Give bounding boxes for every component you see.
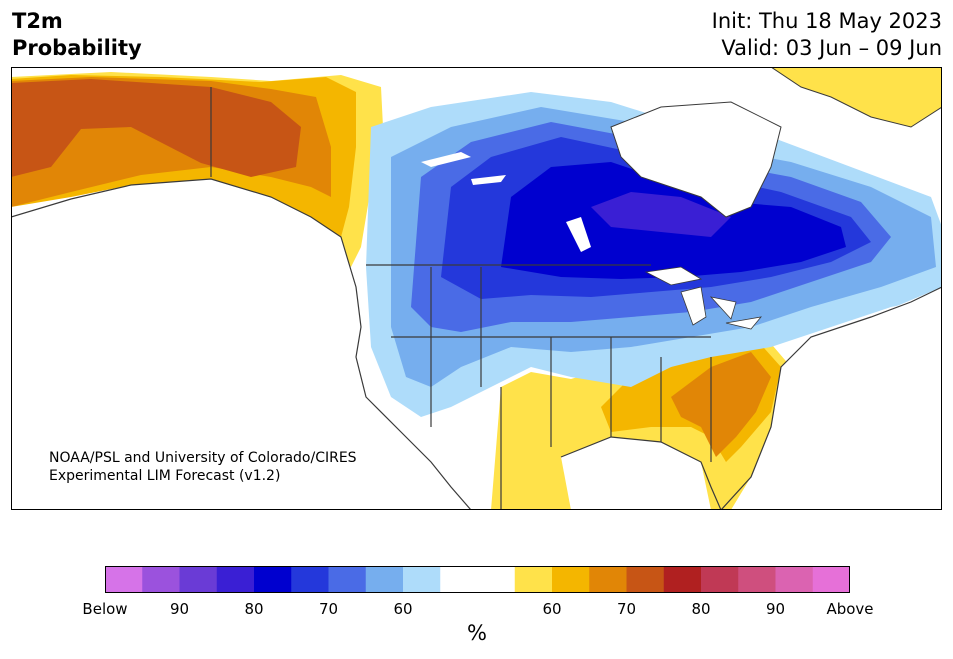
credit-line-2: Experimental LIM Forecast (v1.2) (49, 468, 281, 484)
plot-title: T2m Probability (12, 8, 142, 62)
colorbar-tick-label: 90 (169, 600, 190, 618)
colorbar-tick-label: 90 (765, 600, 786, 618)
colorbar-segment (626, 566, 665, 593)
valid-date-label: Valid: 03 Jun – 09 Jun (721, 36, 942, 60)
colorbar-segment (775, 566, 814, 593)
canadian-lakes (421, 152, 591, 252)
colorbar-segment (105, 566, 143, 593)
colorbar-segment (589, 566, 627, 593)
colorbar-tick-label: Above (826, 600, 874, 618)
colorbar-tick-label: 80 (691, 600, 711, 618)
colorbar-segment (663, 566, 702, 593)
credit-text: NOAA/PSL and University of Colorado/CIRE… (49, 449, 357, 485)
colorbar-segment (514, 566, 553, 593)
colorbar-segment (477, 566, 516, 593)
cold-region-central (366, 92, 942, 417)
map-outlines (11, 87, 942, 510)
hudson-bay (610, 101, 782, 218)
forecast-map (11, 67, 942, 510)
colorbar-segment (254, 566, 292, 593)
colorbar-segment (403, 566, 441, 593)
credit-line-1: NOAA/PSL and University of Colorado/CIRE… (49, 450, 357, 466)
colorbar-segment (552, 566, 590, 593)
colorbar-segment (701, 566, 739, 593)
colorbar-segment (812, 566, 850, 593)
colorbar-segment (291, 566, 329, 593)
quantity-label: Probability (12, 36, 142, 60)
colorbar-segment (216, 566, 255, 593)
colorbar-segment (328, 566, 367, 593)
date-info: Init: Thu 18 May 2023 Valid: 03 Jun – 09… (712, 8, 942, 62)
init-date-label: Init: Thu 18 May 2023 (711, 9, 942, 33)
colorbar-tick-label: 60 (393, 600, 413, 618)
colorbar-unit-label: % (467, 621, 487, 645)
colorbar-tick-label: 70 (616, 600, 637, 618)
colorbar-tick-label: 60 (542, 600, 562, 618)
colorbar-tick-label: 80 (244, 600, 264, 618)
colorbar-tick-label: Below (82, 600, 128, 618)
colorbar-segment (440, 566, 478, 593)
colorbar-tick-label: 70 (318, 600, 339, 618)
map-frame (11, 67, 942, 510)
colorbar-segment (179, 566, 218, 593)
colorbar-segment (365, 566, 404, 593)
colorbar (105, 566, 850, 593)
variable-label: T2m (12, 9, 63, 33)
colorbar-segment (738, 566, 776, 593)
colorbar-segment (142, 566, 180, 593)
pacific-ocean (11, 179, 471, 510)
gulf-of-mexico (561, 437, 711, 510)
atlantic-ocean (731, 287, 942, 510)
colorbar-frame (105, 566, 850, 593)
great-lakes (644, 266, 763, 330)
greenland (770, 67, 942, 128)
